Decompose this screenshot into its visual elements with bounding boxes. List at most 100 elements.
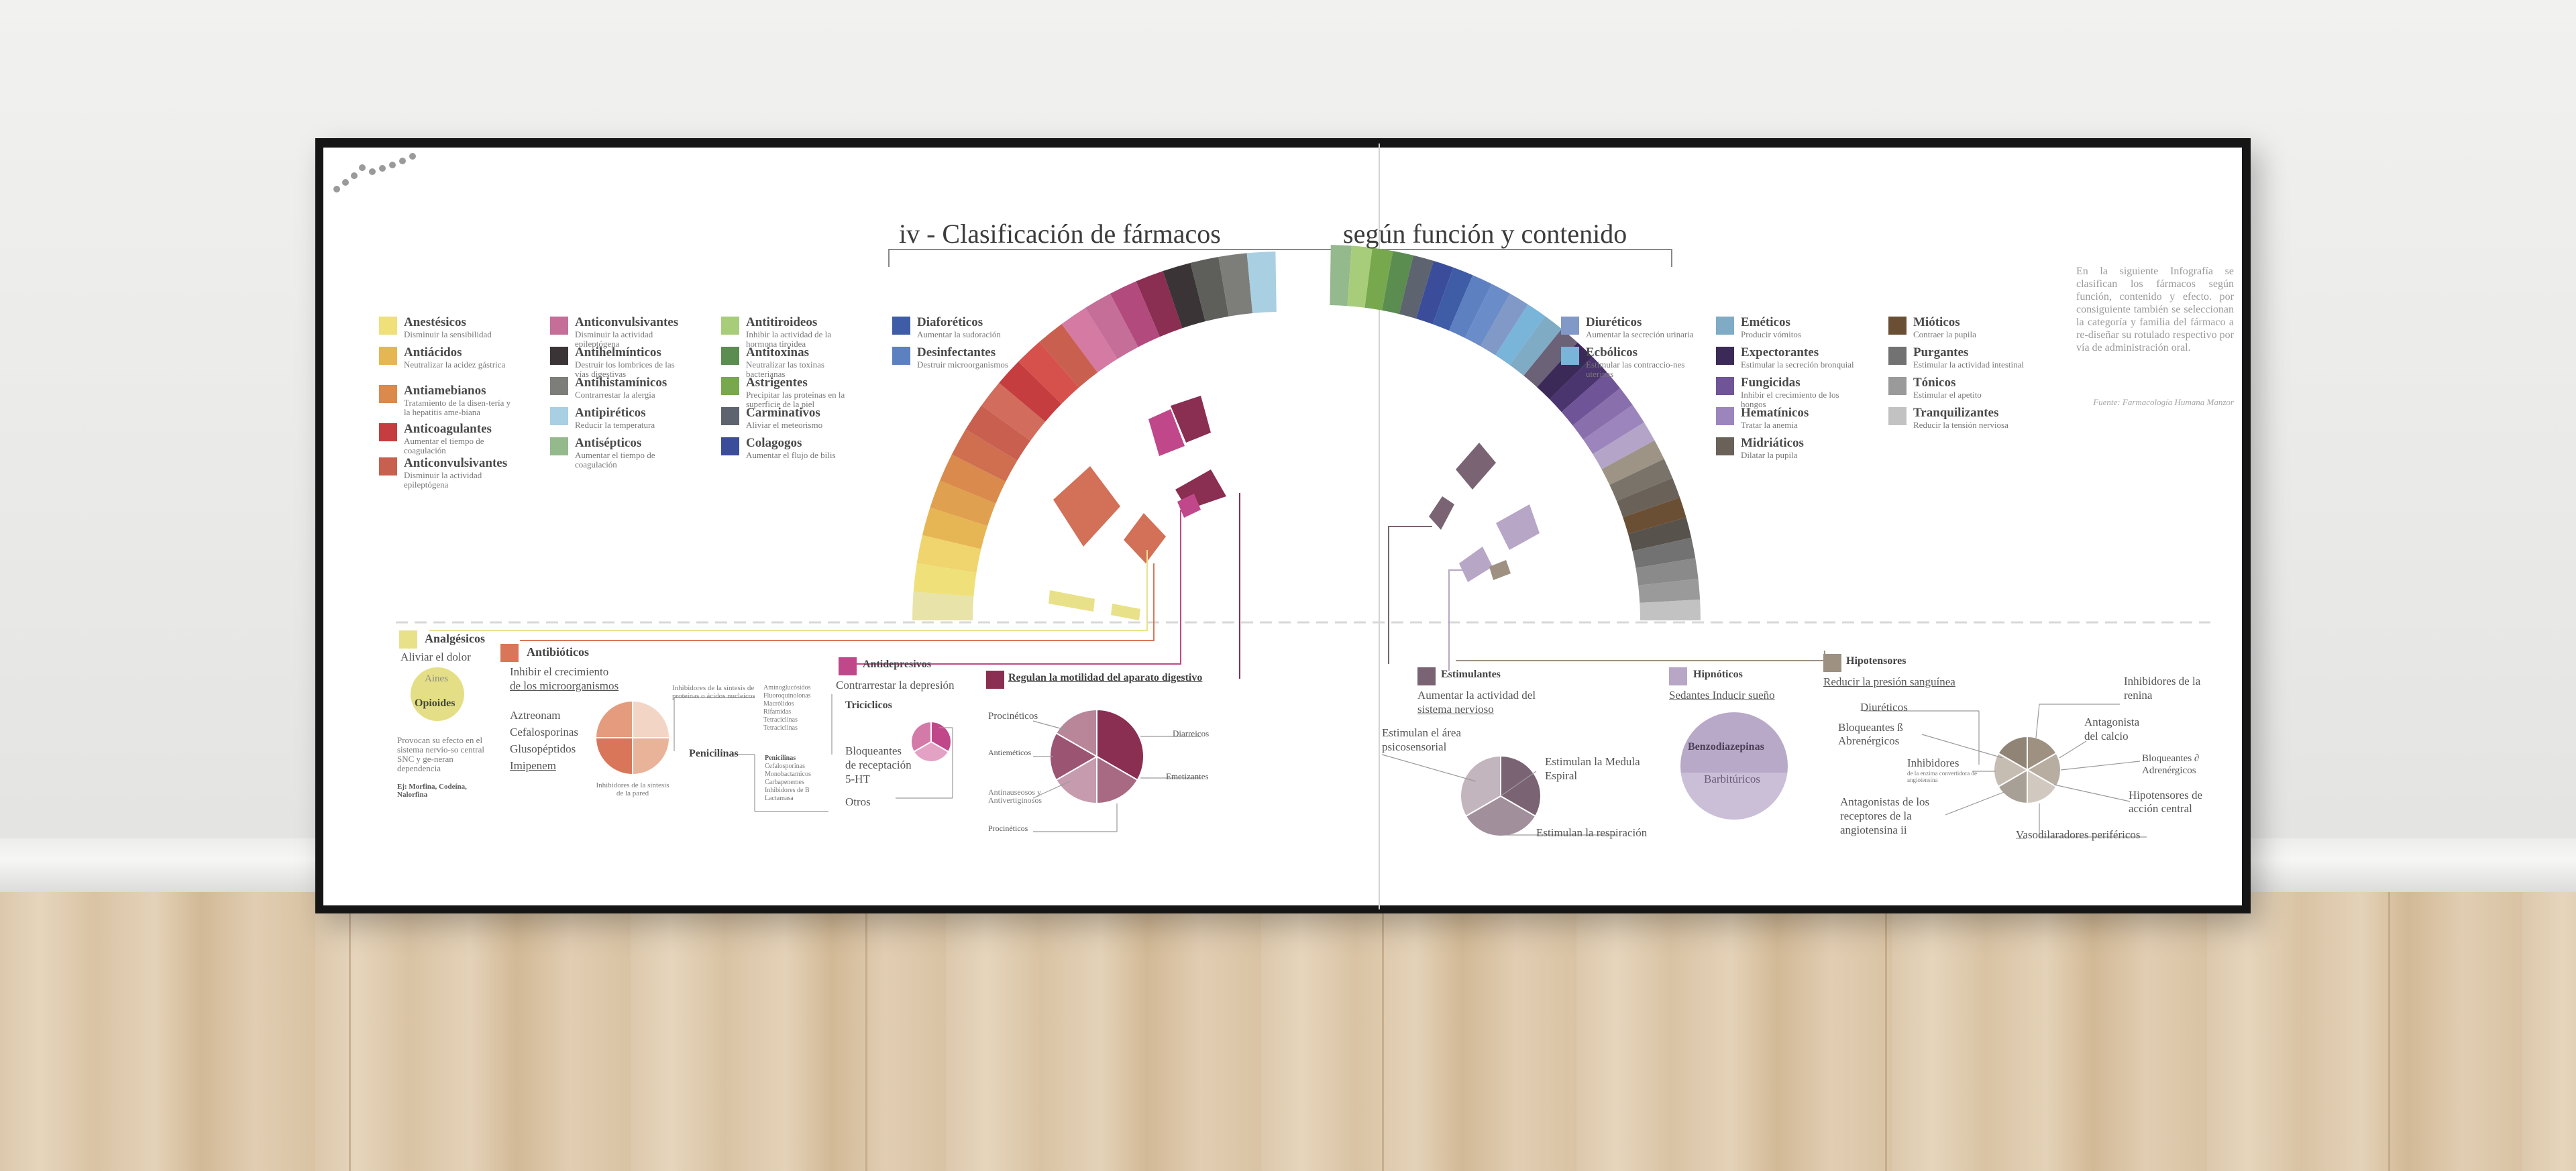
legend-swatch — [721, 347, 739, 365]
legend-description: Aumentar el tiempo de coagulación — [404, 436, 484, 455]
antibioticos-pie-slice — [632, 737, 671, 776]
wooden-floor — [0, 892, 2576, 1171]
legend-description: Inhibir el crecimiento de los hongos — [1741, 390, 1839, 409]
protein-item: Rifamidas — [763, 708, 792, 716]
hipnoticos-title: Hipnóticos — [1693, 669, 1743, 680]
left-arc-segment — [913, 563, 977, 597]
antibioticos-subtitle-1: Inhibir el crecimiento — [510, 665, 609, 678]
connector-lines — [429, 493, 1825, 679]
legend-swatch — [550, 347, 568, 365]
poster-fold — [1379, 144, 1380, 909]
intro-paragraph: En la siguiente Infografía se clasifican… — [2076, 266, 2234, 353]
right-arc-segment — [1593, 422, 1655, 469]
hipotensores-diureticos: Diuréticos — [1860, 701, 1908, 714]
legend-name: Antisépticos — [575, 436, 642, 450]
right-arc-segment — [1609, 459, 1673, 501]
legend-swatch — [1716, 437, 1734, 455]
left-arc-segment — [1190, 257, 1229, 322]
estimulantes-pie-slice — [1460, 755, 1501, 818]
triciclicos-label: Tricíclicos — [845, 700, 892, 711]
legend-name: Purgantes — [1913, 345, 1969, 359]
hipotensores-bloqueantes-a: Bloqueantes ∂ Adrenérgicos — [2142, 753, 2200, 776]
hipotensores-title: Hipotensores — [1846, 655, 1907, 667]
right-arc-segment — [1399, 255, 1434, 319]
legend-name: Ecbólicos — [1586, 345, 1638, 359]
left-arc-segment — [1110, 281, 1160, 347]
left-arc-segment — [1163, 262, 1205, 329]
left-arc-segment — [1218, 253, 1253, 317]
antidepresivos-title: Antidepresivos — [863, 659, 931, 670]
emetizantes-label: Emetizantes — [1166, 771, 1209, 781]
analgesicos-swatch — [399, 630, 417, 649]
legend-swatch — [892, 317, 910, 335]
antibioticos-item: Aztreonam — [510, 709, 561, 722]
hipotensores-renina: Inhibidores de la renina — [2124, 675, 2201, 702]
legend-name: Antiácidos — [404, 345, 462, 359]
estimulantes-title: Estimulantes — [1441, 669, 1501, 680]
legend-name: Antitiroideos — [746, 315, 818, 329]
leader-line — [1381, 754, 1477, 782]
left-arc-segment — [912, 592, 974, 620]
legend-name: Diuréticos — [1586, 315, 1642, 329]
legend-description: Estimular las contraccio-nes uterinas — [1586, 359, 1685, 379]
antibioticos-item: Glusopéptidos — [510, 742, 576, 755]
legend-name: Hematínicos — [1741, 406, 1809, 420]
estimulantes-area-label: Estimulan el área psicosensorial — [1382, 726, 1462, 753]
right-arc-segment — [1347, 245, 1373, 308]
legend-description: Aumentar la sudoración — [917, 329, 1001, 339]
left-arc-segment — [922, 507, 988, 549]
leader-line — [1032, 720, 1071, 732]
legend-description: Destruir los lombrices de las vías diges… — [575, 359, 675, 379]
digestivo-pie-slice — [1055, 755, 1097, 805]
title-left: iv - Clasificación de fármacos — [899, 219, 1221, 249]
right-arc-segment — [1632, 537, 1696, 569]
antibioticos-fragment — [1053, 466, 1120, 547]
legend-name: Fungicidas — [1741, 376, 1801, 390]
legend-swatch — [1716, 317, 1734, 335]
right-arc-segment — [1627, 517, 1692, 551]
bloqueantes-label: de receptación — [845, 759, 912, 771]
legend-name: Anestésicos — [404, 315, 466, 329]
hipotensores-pie-slice — [1993, 752, 2029, 788]
legend-description: Dilatar la pupila — [1741, 450, 1798, 460]
hipnoticos-fragment — [1496, 504, 1540, 550]
hipnoticos-circle — [1680, 712, 1788, 820]
hipotensores-pie-slice — [1997, 735, 2028, 771]
legend-name: Antipiréticos — [575, 406, 646, 420]
hipnoticos-fragment — [1459, 547, 1493, 582]
left-arc-segment — [999, 361, 1062, 422]
legend-description: Estimular la actividad intestinal — [1913, 359, 2024, 370]
right-arc-segment — [1601, 440, 1664, 485]
legend-swatch — [721, 407, 739, 425]
leader-line — [1921, 734, 2003, 759]
right-arc-segment — [1464, 284, 1511, 347]
floor-plank-seam — [1885, 892, 1887, 1171]
left-arc-segment — [1039, 324, 1098, 388]
right-arc-segment — [1432, 267, 1473, 331]
antiemeticos-label: Antieméticos — [988, 748, 1031, 757]
penicilinas-label: Penicilinas — [689, 748, 739, 759]
legend-swatch — [379, 347, 397, 365]
estimulantes-resp-label: Estimulan la respiración — [1536, 826, 1648, 839]
legend-description: Disminuir la actividad epileptógena — [575, 329, 653, 349]
antidepresivos-pie-slice — [910, 720, 932, 753]
penicilinas-item: Cefalosporinas — [765, 763, 805, 770]
analgesicos-subtitle: Aliviar el dolor — [400, 651, 471, 663]
antidepresivos-fragment — [1177, 494, 1201, 518]
legend-name: Anticoagulantes — [404, 422, 492, 436]
estimulantes-subtitle-1: Aumentar la actividad del — [1417, 689, 1536, 702]
left-arc-segment — [965, 405, 1031, 461]
right-arc-segment — [1364, 247, 1393, 311]
left-arc-segment — [1085, 293, 1138, 359]
antidepresivos-pie-slice — [912, 740, 950, 763]
antidepresivos-subtitle: Contrarrestar la depresión — [836, 679, 955, 691]
left-arc-segment — [1136, 271, 1183, 337]
floor-plank-seam — [1382, 892, 1384, 1171]
estimulantes-pie-slice — [1500, 755, 1542, 818]
estimulantes-fragment — [1456, 443, 1496, 490]
hipotensores-subtitle: Reducir la presión sanguínea — [1823, 675, 1955, 688]
antibioticos-pie-slice — [594, 737, 633, 776]
penicilinas-list: Penicilinas Cefalosporinas Monobactamico… — [765, 755, 828, 803]
leader-line — [2035, 704, 2040, 738]
left-arc-segment — [940, 454, 1006, 504]
